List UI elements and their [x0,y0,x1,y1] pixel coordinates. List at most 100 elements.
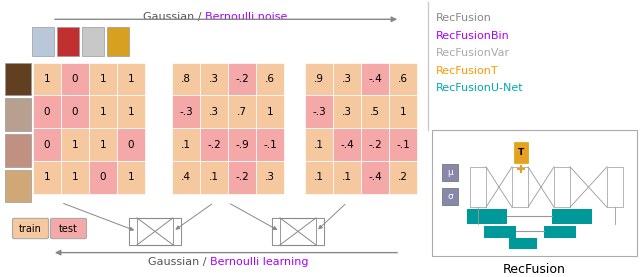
Text: 1: 1 [72,172,78,183]
Text: .1: .1 [342,172,352,183]
Text: -.2: -.2 [368,140,382,150]
Text: -.4: -.4 [368,74,382,84]
Text: -.1: -.1 [263,140,277,150]
Bar [484,226,516,238]
Text: -.2: -.2 [207,140,221,150]
Text: σ: σ [447,192,453,201]
Bar [305,63,333,96]
Text: .3: .3 [342,74,352,84]
Bar [117,128,145,161]
Bar [33,96,61,128]
Text: .6: .6 [398,74,408,84]
Text: .2: .2 [398,172,408,183]
Text: 1: 1 [100,74,106,84]
Bar [305,128,333,161]
Bar [200,161,228,194]
Text: 0: 0 [44,107,51,117]
FancyBboxPatch shape [107,27,129,56]
Bar [256,63,284,96]
Text: 1: 1 [100,140,106,150]
Text: .6: .6 [265,74,275,84]
Text: Gaussian /: Gaussian / [148,257,210,267]
Bar [89,128,117,161]
Text: -.3: -.3 [312,107,326,117]
Bar [442,188,458,205]
Text: 0: 0 [100,172,106,183]
Bar [200,96,228,128]
Text: .4: .4 [181,172,191,183]
Text: 1: 1 [72,140,78,150]
Text: -.1: -.1 [396,140,410,150]
Bar [61,63,89,96]
Bar [117,63,145,96]
FancyBboxPatch shape [82,27,104,56]
Text: -.4: -.4 [340,140,354,150]
Text: -.9: -.9 [235,140,249,150]
Bar [544,226,576,238]
Bar [512,167,528,207]
Bar [33,161,61,194]
Text: Bernoulli noise: Bernoulli noise [205,12,287,22]
Text: .3: .3 [342,107,352,117]
Bar [389,161,417,194]
Text: RecFusionT: RecFusionT [436,66,499,76]
Text: .7: .7 [237,107,247,117]
Bar [172,161,200,194]
FancyBboxPatch shape [5,134,31,167]
Text: .9: .9 [314,74,324,84]
Text: 1: 1 [400,107,406,117]
Text: 0: 0 [72,107,78,117]
FancyBboxPatch shape [57,27,79,56]
Bar [361,161,389,194]
Text: RecFusionU-Net: RecFusionU-Net [436,83,524,93]
Bar [333,96,361,128]
Text: RecFusion: RecFusion [436,14,492,24]
Bar [432,130,637,255]
Bar [389,128,417,161]
Bar [256,161,284,194]
Text: RecFusion: RecFusion [503,263,566,276]
Bar [552,209,592,224]
Bar [361,63,389,96]
Text: .1: .1 [314,140,324,150]
Bar [467,209,507,224]
Bar [272,218,324,245]
Bar [228,128,256,161]
Text: .3: .3 [209,107,219,117]
Text: 1: 1 [44,172,51,183]
Text: 1: 1 [128,107,134,117]
Text: 0: 0 [128,140,134,150]
Text: -.2: -.2 [235,74,249,84]
Bar [470,167,486,207]
Text: 0: 0 [72,74,78,84]
Text: .1: .1 [181,140,191,150]
Bar [554,167,570,207]
Bar [172,63,200,96]
Text: .3: .3 [265,172,275,183]
Bar [361,96,389,128]
Text: 0: 0 [44,140,51,150]
Bar [305,161,333,194]
FancyBboxPatch shape [51,218,86,239]
Bar [607,167,623,207]
Bar [61,128,89,161]
Bar [333,161,361,194]
Bar [228,96,256,128]
Text: Gaussian /: Gaussian / [143,12,205,22]
Bar [389,63,417,96]
Bar [172,96,200,128]
Bar [89,161,117,194]
Text: 1: 1 [267,107,273,117]
FancyBboxPatch shape [5,170,31,202]
FancyBboxPatch shape [13,218,49,239]
Bar [361,128,389,161]
Text: RecFusionVar: RecFusionVar [436,48,510,58]
Text: .8: .8 [181,74,191,84]
Bar [389,96,417,128]
Text: train: train [19,224,42,234]
Bar [129,218,137,245]
Bar [228,161,256,194]
Text: 1: 1 [128,172,134,183]
Bar [333,128,361,161]
Text: T: T [518,148,524,157]
